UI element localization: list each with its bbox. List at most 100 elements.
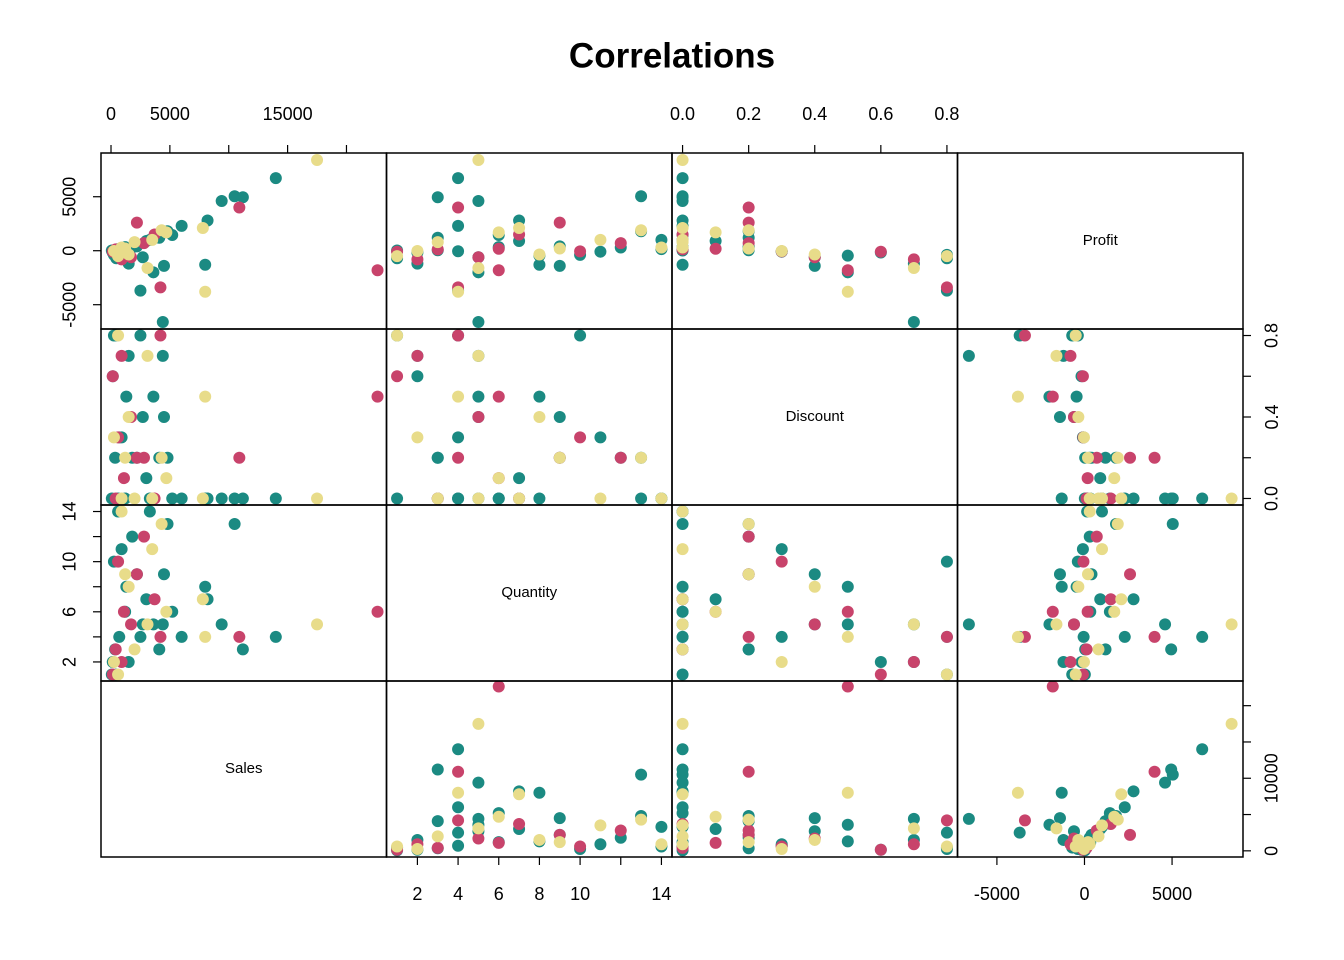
point	[594, 233, 607, 246]
point	[492, 242, 505, 255]
point	[146, 233, 159, 246]
point	[1083, 492, 1096, 505]
point	[1196, 743, 1209, 756]
y-tick-label: 10	[60, 552, 80, 572]
point	[1148, 451, 1161, 464]
point	[940, 826, 953, 839]
point	[472, 411, 485, 423]
point	[1067, 618, 1080, 631]
point	[594, 492, 607, 505]
y-tick-label: 5000	[60, 177, 80, 217]
point	[1055, 492, 1068, 505]
point	[153, 643, 166, 656]
point	[808, 568, 821, 581]
point	[1064, 655, 1077, 668]
point	[1069, 329, 1082, 342]
point	[635, 451, 648, 464]
point	[215, 195, 228, 208]
point	[676, 154, 689, 167]
point	[115, 492, 128, 505]
point	[492, 390, 505, 403]
point	[709, 823, 722, 836]
x-tick-label: 0	[1079, 884, 1089, 904]
point	[269, 492, 282, 505]
point	[117, 472, 130, 485]
point	[1072, 580, 1085, 593]
point	[431, 763, 444, 776]
point	[157, 568, 170, 581]
point	[311, 618, 324, 631]
point	[109, 643, 122, 656]
point	[137, 451, 150, 464]
point	[635, 224, 648, 237]
point	[472, 195, 485, 208]
point	[676, 605, 689, 618]
point	[841, 786, 854, 799]
point	[1081, 472, 1094, 485]
point	[122, 411, 135, 423]
point	[709, 226, 722, 239]
point	[742, 765, 755, 778]
point	[874, 655, 887, 668]
point	[452, 201, 465, 214]
point	[742, 630, 755, 643]
point	[1076, 370, 1089, 383]
point	[676, 593, 689, 606]
point	[1111, 451, 1124, 464]
y-tick-label: 0	[1262, 846, 1282, 856]
point	[134, 329, 147, 342]
point	[452, 431, 465, 444]
point	[676, 630, 689, 643]
point	[808, 580, 821, 593]
point	[1069, 668, 1082, 681]
point	[146, 543, 159, 556]
point	[742, 813, 755, 826]
point	[112, 555, 125, 568]
point	[1050, 822, 1063, 835]
point	[431, 236, 444, 249]
point	[431, 815, 444, 828]
point	[841, 285, 854, 298]
point	[215, 618, 228, 631]
point	[742, 836, 755, 849]
point	[742, 201, 755, 214]
point	[1108, 810, 1121, 823]
panel-frame	[956, 680, 1244, 858]
point	[1127, 593, 1140, 606]
point	[147, 390, 160, 403]
point	[1053, 411, 1066, 423]
point	[452, 245, 465, 258]
point	[122, 248, 135, 261]
point	[106, 370, 119, 383]
point	[452, 814, 465, 827]
point	[1118, 801, 1131, 814]
point	[513, 788, 526, 801]
point	[940, 668, 953, 681]
point	[1053, 812, 1066, 825]
point	[452, 839, 465, 852]
point	[199, 580, 212, 593]
point	[676, 233, 689, 246]
point	[709, 810, 722, 823]
point	[676, 776, 689, 789]
point	[160, 226, 173, 239]
point	[472, 154, 485, 167]
point	[431, 830, 444, 843]
point	[533, 258, 546, 271]
x-tick-label: 5000	[150, 104, 190, 124]
point	[311, 154, 324, 167]
point	[411, 843, 424, 856]
point	[115, 543, 128, 556]
point	[907, 838, 920, 851]
point	[1077, 555, 1090, 568]
point	[120, 390, 133, 403]
point	[1092, 830, 1105, 843]
point	[128, 236, 141, 249]
panel-frame	[385, 328, 673, 506]
point	[940, 814, 953, 827]
point	[1046, 605, 1059, 618]
x-tick-label: 0.8	[934, 104, 959, 124]
point	[156, 349, 169, 362]
point	[136, 251, 149, 264]
